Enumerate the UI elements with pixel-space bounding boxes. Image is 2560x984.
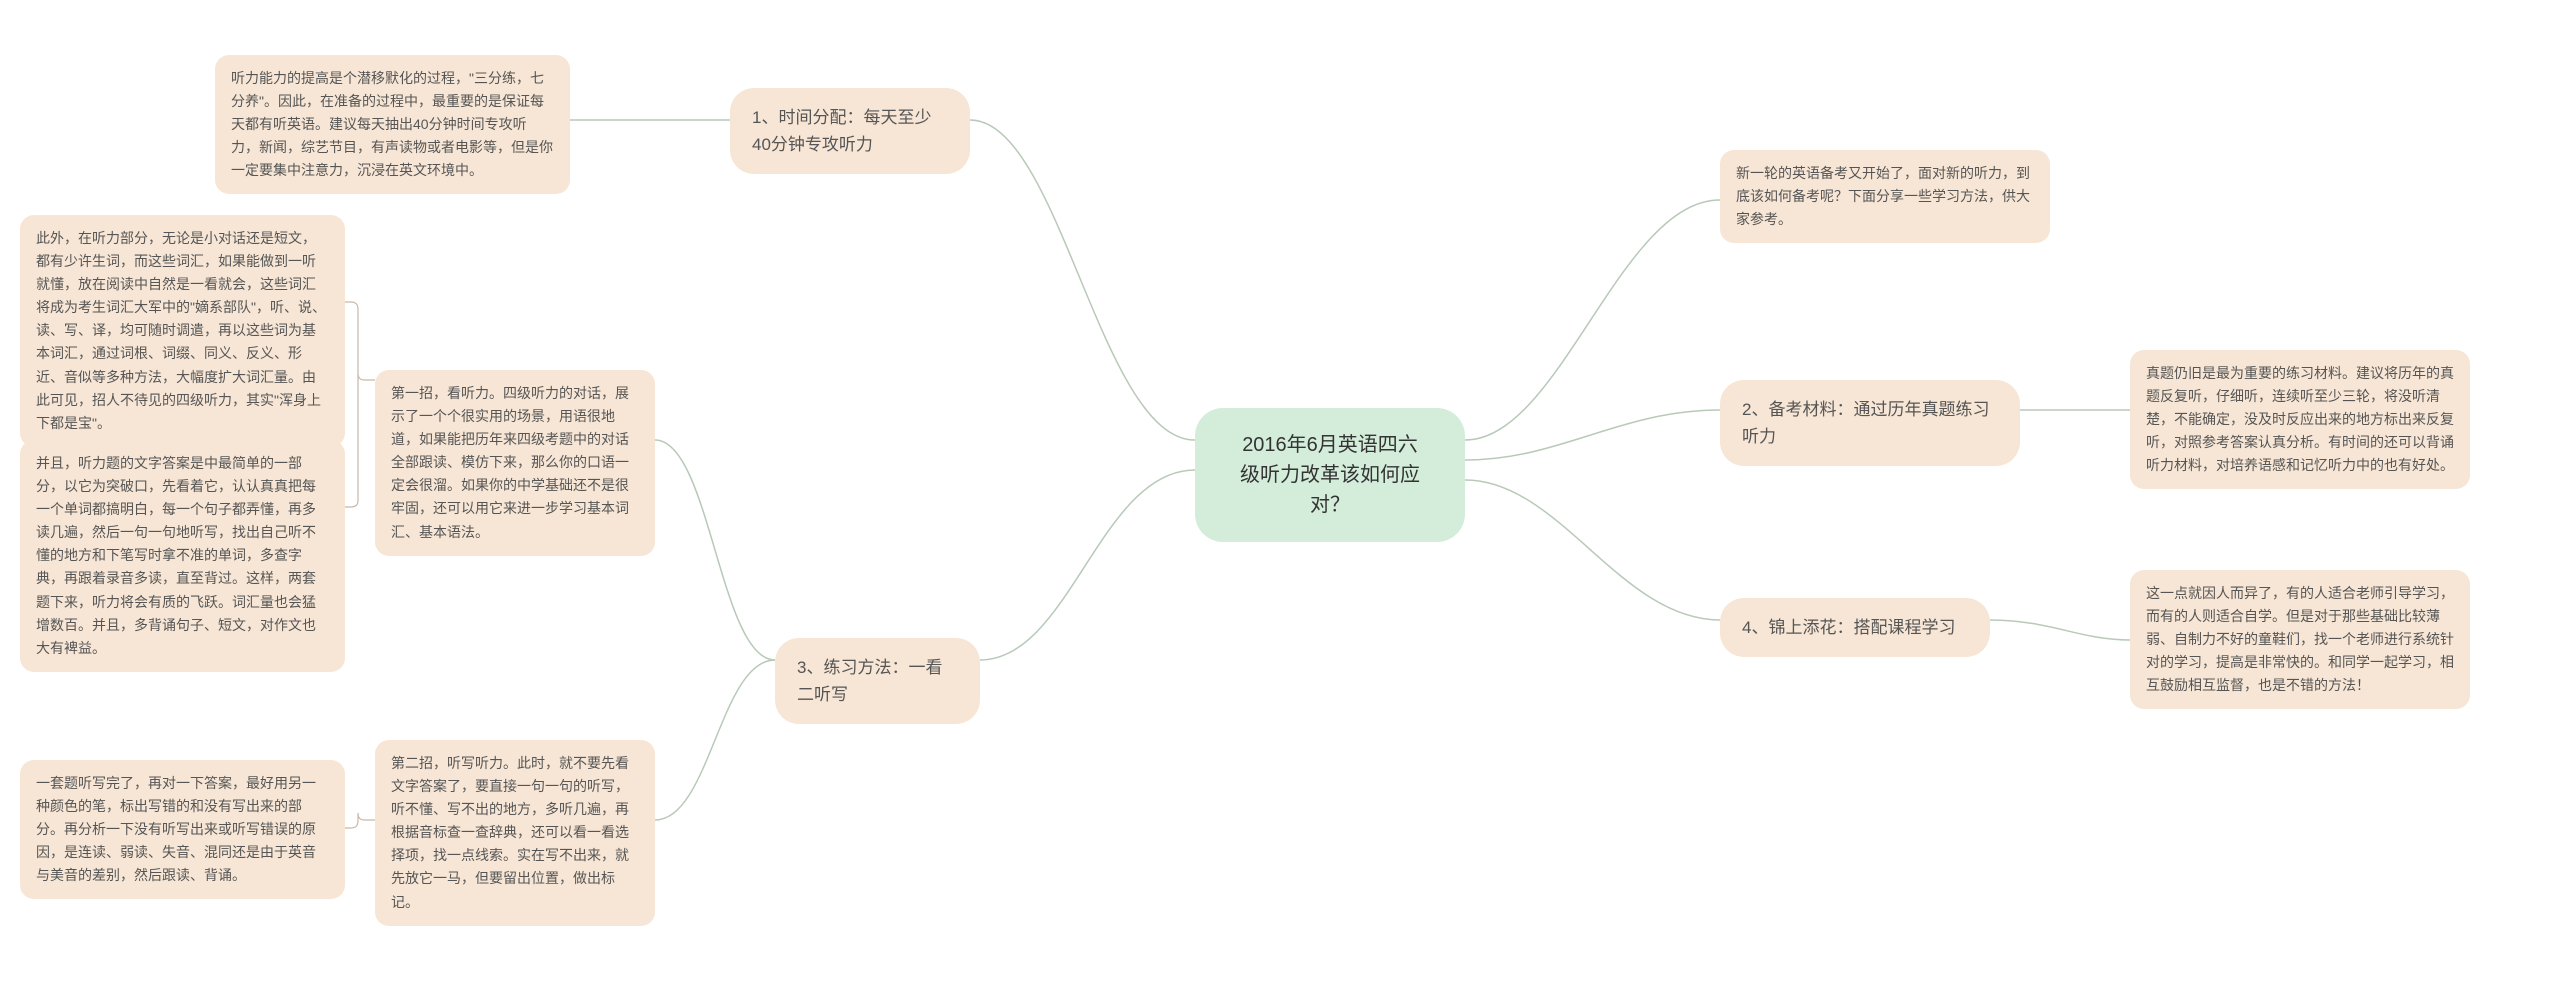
branch-3: 3、练习方法：一看二听写 (775, 638, 980, 724)
edge-b4 (1465, 480, 1720, 620)
branch-3-sub2-d1-text: 一套题听写完了，再对一下答案，最好用另一种颜色的笔，标出写错的和没有写出来的部分… (36, 775, 316, 883)
bracket-sub2 (345, 813, 375, 828)
branch-3-sub1-text: 第一招，看听力。四级听力的对话，展示了一个个很实用的场景，用语很地道，如果能把历… (391, 385, 629, 540)
edge-b2 (1465, 410, 1720, 460)
branch-3-sub1-d1: 此外，在听力部分，无论是小对话还是短文，都有少许生词，而这些词汇，如果能做到一听… (20, 215, 345, 447)
center-title: 2016年6月英语四六级听力改革该如何应对？ (1240, 434, 1420, 516)
branch-3-sub1-d2-text: 并且，听力题的文字答案是中最简单的一部分，以它为突破口，先看着它，认认真真把每一… (36, 455, 316, 656)
edge-b3-sub1 (655, 440, 775, 660)
branch-4-label: 4、锦上添花：搭配课程学习 (1742, 618, 1955, 637)
center-node: 2016年6月英语四六级听力改革该如何应对？ (1195, 408, 1465, 542)
branch-4-detail-text: 这一点就因人而异了，有的人适合老师引导学习，而有的人则适合自学。但是对于那些基础… (2146, 585, 2454, 693)
branch-3-sub2-d1: 一套题听写完了，再对一下答案，最好用另一种颜色的笔，标出写错的和没有写出来的部分… (20, 760, 345, 899)
intro-node: 新一轮的英语备考又开始了，面对新的听力，到底该如何备考呢？下面分享一些学习方法，… (1720, 150, 2050, 243)
branch-1-detail: 听力能力的提高是个潜移默化的过程，"三分练，七分养"。因此，在准备的过程中，最重… (215, 55, 570, 194)
edge-b3 (980, 470, 1195, 660)
branch-3-sub1: 第一招，看听力。四级听力的对话，展示了一个个很实用的场景，用语很地道，如果能把历… (375, 370, 655, 556)
intro-text: 新一轮的英语备考又开始了，面对新的听力，到底该如何备考呢？下面分享一些学习方法，… (1736, 165, 2030, 227)
branch-1: 1、时间分配：每天至少40分钟专攻听力 (730, 88, 970, 174)
branch-2-detail-text: 真题仍旧是最为重要的练习材料。建议将历年的真题反复听，仔细听，连续听至少三轮，将… (2146, 365, 2454, 473)
branch-2-detail: 真题仍旧是最为重要的练习材料。建议将历年的真题反复听，仔细听，连续听至少三轮，将… (2130, 350, 2470, 489)
branch-4-detail: 这一点就因人而异了，有的人适合老师引导学习，而有的人则适合自学。但是对于那些基础… (2130, 570, 2470, 709)
edge-b1 (970, 120, 1195, 440)
edge-intro (1465, 200, 1720, 440)
branch-4: 4、锦上添花：搭配课程学习 (1720, 598, 1990, 657)
branch-1-label: 1、时间分配：每天至少40分钟专攻听力 (752, 108, 931, 154)
branch-2-label: 2、备考材料：通过历年真题练习听力 (1742, 400, 1989, 446)
branch-1-detail-text: 听力能力的提高是个潜移默化的过程，"三分练，七分养"。因此，在准备的过程中，最重… (231, 70, 553, 178)
branch-3-sub2-text: 第二招，听写听力。此时，就不要先看文字答案了，要直接一句一句的听写，听不懂、写不… (391, 755, 629, 910)
branch-2: 2、备考材料：通过历年真题练习听力 (1720, 380, 2020, 466)
edge-b3-sub2 (655, 660, 775, 820)
branch-3-sub1-d2: 并且，听力题的文字答案是中最简单的一部分，以它为突破口，先看着它，认认真真把每一… (20, 440, 345, 672)
branch-3-label: 3、练习方法：一看二听写 (797, 658, 942, 704)
bracket-sub1 (345, 302, 375, 507)
edge-b4-detail (1990, 620, 2130, 640)
branch-3-sub2: 第二招，听写听力。此时，就不要先看文字答案了，要直接一句一句的听写，听不懂、写不… (375, 740, 655, 926)
branch-3-sub1-d1-text: 此外，在听力部分，无论是小对话还是短文，都有少许生词，而这些词汇，如果能做到一听… (36, 230, 326, 431)
